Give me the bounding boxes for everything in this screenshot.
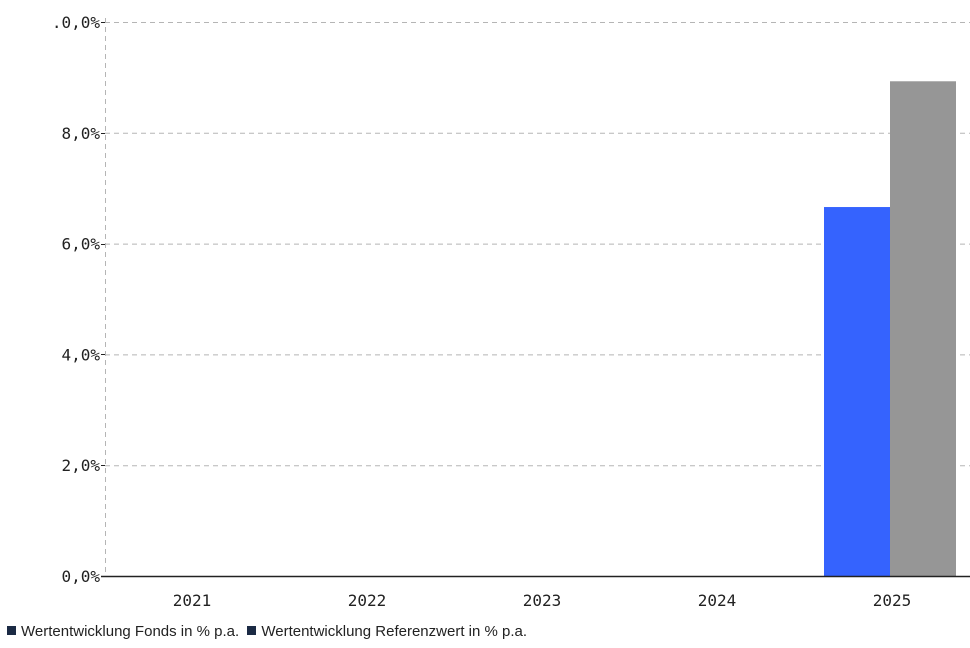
bar-chart: 0,0%2,0%4,0%6,0%8,0%.0,0% 2021 2022 2023 20… (52, 13, 970, 610)
legend-item-reference: Wertentwicklung Referenzwert in % p.a. (247, 623, 527, 640)
legend-square-icon (7, 626, 16, 635)
x-tick-label: 2022 (348, 591, 387, 610)
legend-item-fund: Wertentwicklung Fonds in % p.a. (7, 623, 239, 640)
x-tick-label: 2023 (523, 591, 562, 610)
y-axis-tick-labels: 0,0% 2,0% 4,0% 6,0% 8,0% .0,0% (52, 13, 101, 586)
legend-square-icon (247, 626, 257, 635)
legend: Wertentwicklung Fonds in % p.a. Wertentw… (7, 623, 531, 640)
bar-reference-2025 (890, 81, 956, 576)
x-tick-label: 2025 (873, 591, 912, 610)
x-tick-label: 2021 (173, 591, 212, 610)
bars (824, 81, 956, 576)
x-tick-label: 2024 (698, 591, 737, 610)
legend-label-fund: Wertentwicklung Fonds in % p.a. (21, 623, 240, 640)
y-tick-label: 0,0% (61, 567, 100, 586)
axes (101, 18, 970, 578)
bar-fund-2025 (824, 207, 890, 576)
y-tick-label: 2,0% (61, 456, 100, 475)
x-axis-tick-labels: 2021 2022 2023 2024 2025 (173, 591, 912, 610)
legend-label-reference: Wertentwicklung Referenzwert in % p.a. (261, 623, 528, 640)
y-tick-label: 8,0% (61, 124, 100, 143)
y-tick-label: .0,0% (52, 13, 101, 32)
y-tick-label: 4,0% (61, 345, 100, 364)
y-tick-label: 6,0% (61, 235, 100, 254)
